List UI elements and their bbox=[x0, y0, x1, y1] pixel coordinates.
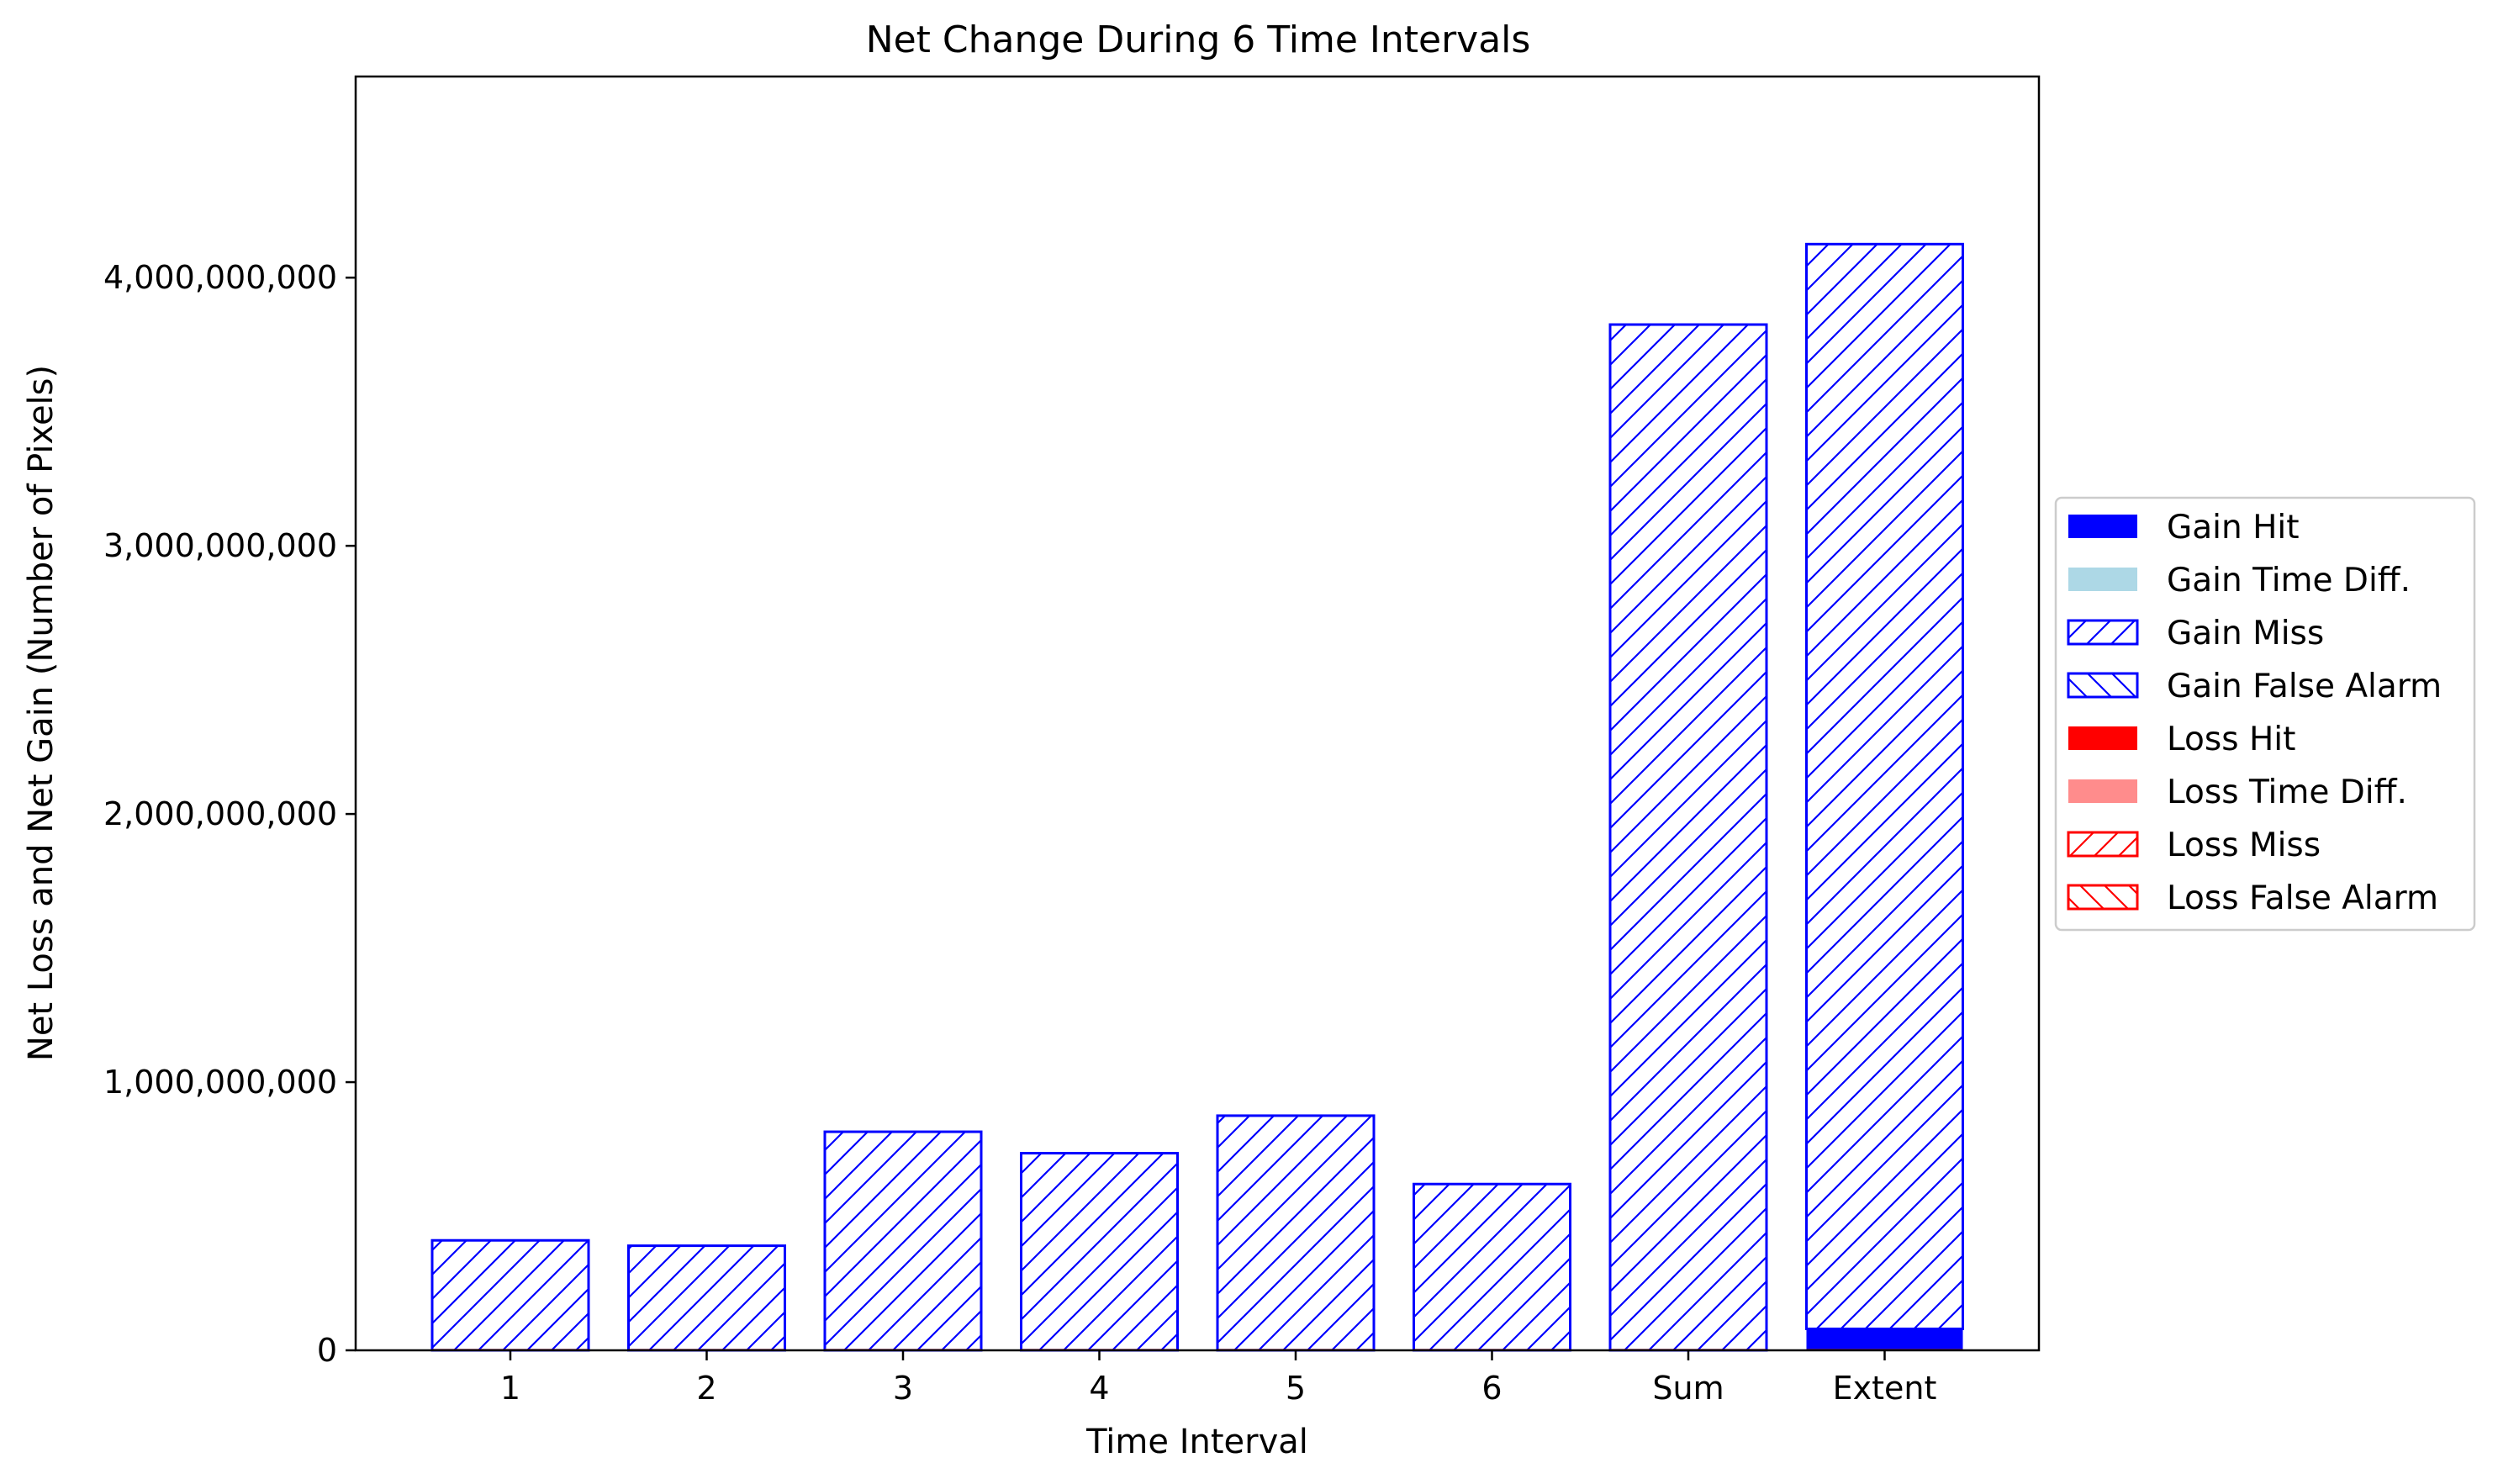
x-tick-label: Extent bbox=[1833, 1370, 1937, 1407]
legend-frame bbox=[2054, 496, 2476, 932]
bar-gain-miss-extent bbox=[1805, 242, 1964, 1330]
x-axis: 1 2 3 4 5 6 Sum Extent bbox=[500, 1350, 1936, 1407]
y-tick-label: 0 bbox=[317, 1332, 337, 1369]
x-tick-label: 4 bbox=[1089, 1370, 1109, 1407]
legend-label: Loss Hit bbox=[2167, 721, 2295, 758]
legend-swatch bbox=[2068, 726, 2137, 750]
legend-label: Gain Miss bbox=[2167, 615, 2324, 652]
legend-swatch bbox=[2067, 672, 2139, 699]
legend-label: Loss Miss bbox=[2167, 826, 2321, 864]
chart-title: Net Change During 6 Time Intervals bbox=[866, 18, 1531, 61]
x-tick-label: 6 bbox=[1481, 1370, 1502, 1407]
bar-gain-miss-4 bbox=[1020, 1152, 1179, 1352]
legend: Gain Hit Gain Time Diff. Gain Miss Gain Fal… bbox=[2054, 496, 2476, 932]
y-axis: 0 1,000,000,000 2,000,000,000 3,000,000,000… bbox=[103, 259, 356, 1369]
x-tick-label: 3 bbox=[893, 1370, 913, 1407]
legend-label: Gain False Alarm bbox=[2167, 668, 2442, 705]
bar-gain-miss-3 bbox=[823, 1130, 983, 1352]
legend-label: Gain Time Diff. bbox=[2167, 562, 2411, 599]
x-tick-label: 5 bbox=[1286, 1370, 1306, 1407]
bar-gain-miss-2 bbox=[627, 1244, 786, 1352]
legend-swatch bbox=[2067, 619, 2139, 646]
bar-gain-miss-1 bbox=[430, 1238, 590, 1352]
bar-gain-miss-5 bbox=[1216, 1114, 1376, 1352]
y-tick-label: 3,000,000,000 bbox=[103, 527, 337, 564]
y-tick-label: 4,000,000,000 bbox=[103, 259, 337, 296]
y-tick-label: 2,000,000,000 bbox=[103, 795, 337, 832]
x-tick-label: 1 bbox=[500, 1370, 520, 1407]
plot-frame bbox=[354, 75, 2041, 1352]
bar-gain-miss-6 bbox=[1413, 1182, 1571, 1352]
legend-swatch bbox=[2068, 515, 2137, 538]
legend-swatch bbox=[2067, 884, 2139, 911]
bar-gain-hit-extent bbox=[1806, 1328, 1963, 1350]
y-tick-label: 1,000,000,000 bbox=[103, 1064, 337, 1101]
y-axis-label: Net Loss and Net Gain (Number of Pixels) bbox=[22, 365, 61, 1061]
legend-label: Loss Time Diff. bbox=[2167, 774, 2407, 811]
x-tick-label: 2 bbox=[696, 1370, 716, 1407]
legend-swatch bbox=[2068, 779, 2137, 803]
x-axis-label: Time Interval bbox=[1085, 1423, 1308, 1461]
legend-label: Loss False Alarm bbox=[2167, 879, 2438, 917]
legend-swatch bbox=[2068, 568, 2137, 591]
x-tick-label: Sum bbox=[1652, 1370, 1724, 1407]
bar-gain-miss-sum bbox=[1608, 323, 1768, 1352]
bars-layer bbox=[430, 242, 1964, 1352]
legend-swatch bbox=[2067, 831, 2139, 858]
legend-label: Gain Hit bbox=[2167, 509, 2300, 547]
